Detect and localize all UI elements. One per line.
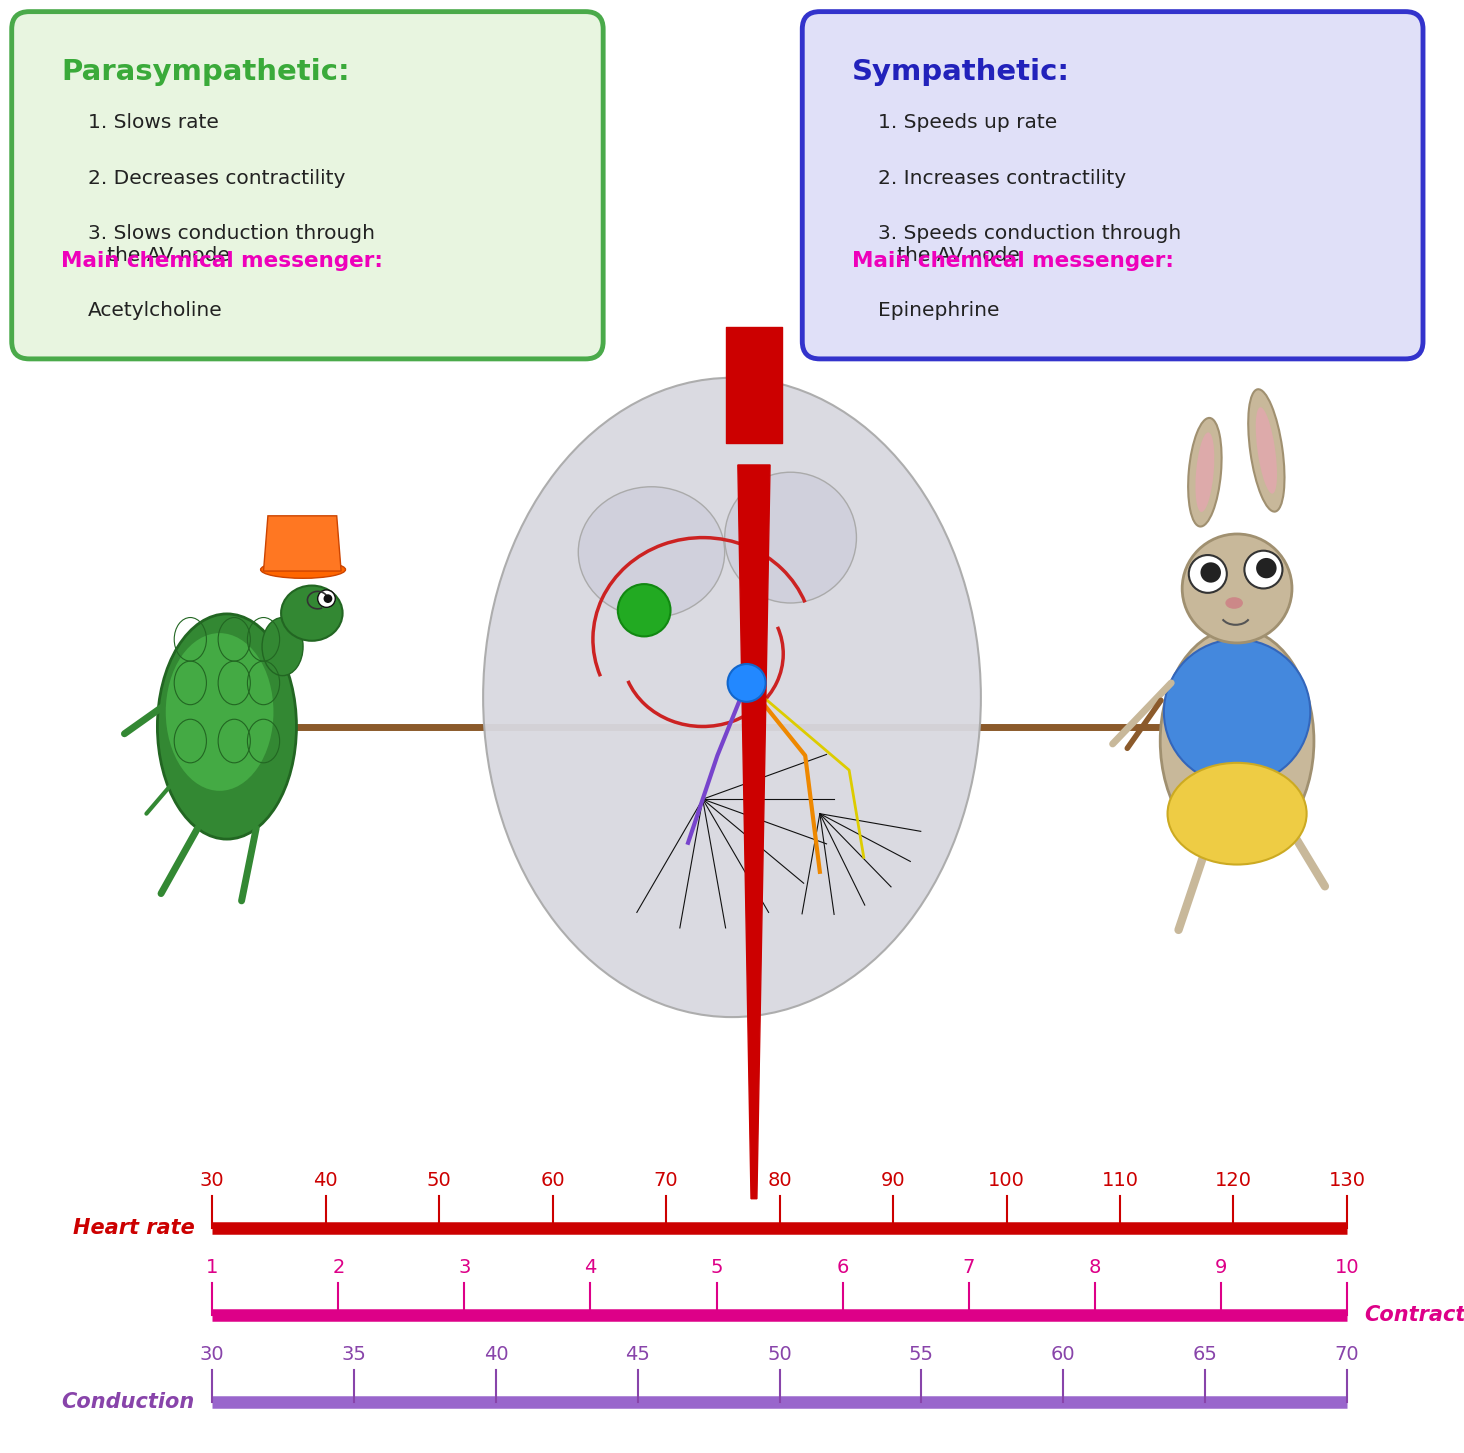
FancyBboxPatch shape	[802, 12, 1423, 359]
Ellipse shape	[158, 613, 296, 840]
Text: 2. Increases contractility: 2. Increases contractility	[878, 169, 1126, 187]
Ellipse shape	[725, 472, 856, 603]
Text: Acetylcholine: Acetylcholine	[88, 301, 223, 320]
Text: Sympathetic:: Sympathetic:	[852, 58, 1070, 86]
Text: 40: 40	[483, 1345, 508, 1364]
Text: 5: 5	[710, 1258, 723, 1277]
Text: 110: 110	[1101, 1171, 1139, 1190]
Ellipse shape	[1196, 433, 1214, 511]
Circle shape	[1189, 555, 1227, 593]
Polygon shape	[264, 516, 341, 571]
Text: Epinephrine: Epinephrine	[878, 301, 1000, 320]
Ellipse shape	[1164, 639, 1310, 785]
Text: 4: 4	[584, 1258, 597, 1277]
Text: 6: 6	[836, 1258, 849, 1277]
Text: 35: 35	[341, 1345, 366, 1364]
Text: 45: 45	[625, 1345, 650, 1364]
Text: 60: 60	[1051, 1345, 1076, 1364]
Text: 7: 7	[962, 1258, 975, 1277]
Ellipse shape	[1159, 628, 1313, 853]
Text: 2: 2	[332, 1258, 344, 1277]
Text: 130: 130	[1328, 1171, 1366, 1190]
Text: 3. Speeds conduction through
   the AV node: 3. Speeds conduction through the AV node	[878, 224, 1181, 264]
Text: 65: 65	[1193, 1345, 1218, 1364]
FancyBboxPatch shape	[12, 12, 603, 359]
Text: 9: 9	[1215, 1258, 1227, 1277]
Circle shape	[1244, 551, 1282, 588]
Text: 8: 8	[1089, 1258, 1101, 1277]
Text: 1. Slows rate: 1. Slows rate	[88, 113, 218, 132]
Text: 30: 30	[201, 1345, 224, 1364]
Ellipse shape	[1256, 407, 1277, 494]
Text: 70: 70	[654, 1171, 678, 1190]
Text: Main chemical messenger:: Main chemical messenger:	[852, 251, 1174, 272]
Text: 55: 55	[909, 1345, 934, 1364]
Text: 3. Slows conduction through
   the AV node: 3. Slows conduction through the AV node	[88, 224, 375, 264]
Text: 10: 10	[1335, 1258, 1359, 1277]
Ellipse shape	[1181, 535, 1293, 642]
Text: 90: 90	[881, 1171, 905, 1190]
Ellipse shape	[281, 586, 343, 641]
Text: 70: 70	[1335, 1345, 1359, 1364]
Text: Parasympathetic:: Parasympathetic:	[61, 58, 350, 86]
Text: 60: 60	[540, 1171, 565, 1190]
Ellipse shape	[1168, 763, 1306, 865]
Circle shape	[618, 584, 671, 636]
Ellipse shape	[164, 632, 275, 792]
Ellipse shape	[1189, 418, 1221, 526]
Circle shape	[1200, 562, 1221, 583]
Ellipse shape	[261, 561, 346, 578]
Text: Contractility: Contractility	[1364, 1305, 1464, 1325]
Ellipse shape	[262, 618, 303, 676]
Text: 2. Decreases contractility: 2. Decreases contractility	[88, 169, 346, 187]
Text: 120: 120	[1215, 1171, 1252, 1190]
Circle shape	[318, 590, 335, 607]
Text: Conduction: Conduction	[61, 1392, 195, 1412]
Text: 100: 100	[988, 1171, 1025, 1190]
Text: 3: 3	[458, 1258, 470, 1277]
Ellipse shape	[1249, 389, 1284, 511]
Text: 50: 50	[767, 1345, 792, 1364]
Text: 1. Speeds up rate: 1. Speeds up rate	[878, 113, 1057, 132]
Ellipse shape	[578, 487, 725, 618]
Text: 80: 80	[767, 1171, 792, 1190]
Text: 40: 40	[313, 1171, 338, 1190]
Circle shape	[728, 664, 766, 702]
Circle shape	[1256, 558, 1277, 578]
Circle shape	[324, 594, 332, 603]
Text: 50: 50	[427, 1171, 451, 1190]
Ellipse shape	[483, 378, 981, 1017]
Text: Heart rate: Heart rate	[73, 1218, 195, 1238]
Text: Main chemical messenger:: Main chemical messenger:	[61, 251, 384, 272]
Ellipse shape	[1225, 597, 1243, 609]
Polygon shape	[738, 465, 770, 1199]
Text: 30: 30	[201, 1171, 224, 1190]
Text: 1: 1	[206, 1258, 218, 1277]
